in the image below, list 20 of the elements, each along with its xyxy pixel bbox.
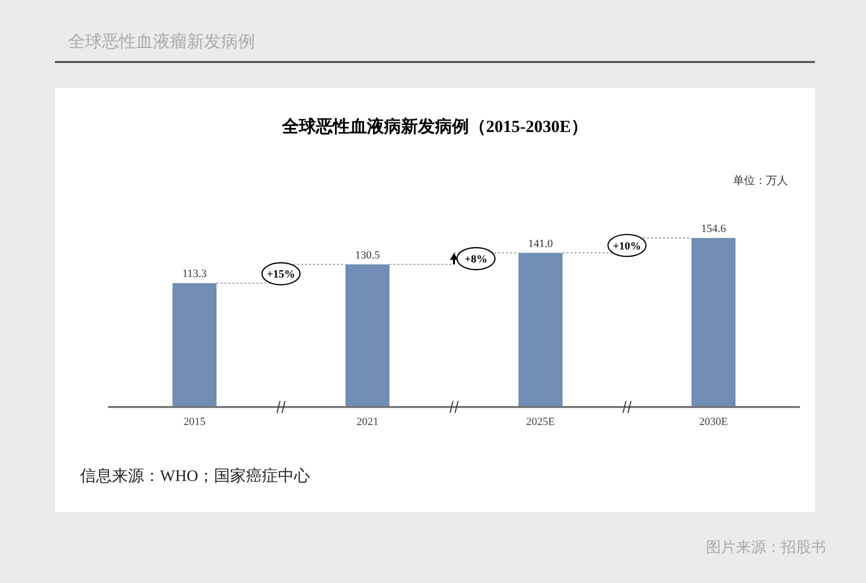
data-label: 141.0 <box>528 238 554 250</box>
bar <box>518 252 562 407</box>
data-label: 113.3 <box>182 268 208 280</box>
bar <box>346 264 390 407</box>
text: 单位：万人 <box>733 174 788 187</box>
data-label: 154.6 <box>701 223 726 235</box>
text: 全球恶性血液瘤新发病例 <box>68 32 255 51</box>
data-label: 130.5 <box>355 249 380 262</box>
text: 图片来源：招股书 <box>706 539 826 556</box>
annotation: +15% <box>266 268 296 281</box>
chart-title: 全球恶性血液病新发病例（2015-2030E） <box>281 117 588 136</box>
annotation: +8% <box>464 254 488 266</box>
x-tick-label: 2021 <box>356 416 378 428</box>
text: 信息来源：WHO；国家癌症中心 <box>80 467 310 485</box>
x-tick-label: 2030E <box>699 416 728 428</box>
bar <box>692 238 736 407</box>
x-tick-label: 2025E <box>526 416 556 428</box>
bar <box>172 283 216 407</box>
annotation: +10% <box>612 240 642 252</box>
x-tick-label: 2015 <box>184 416 206 428</box>
